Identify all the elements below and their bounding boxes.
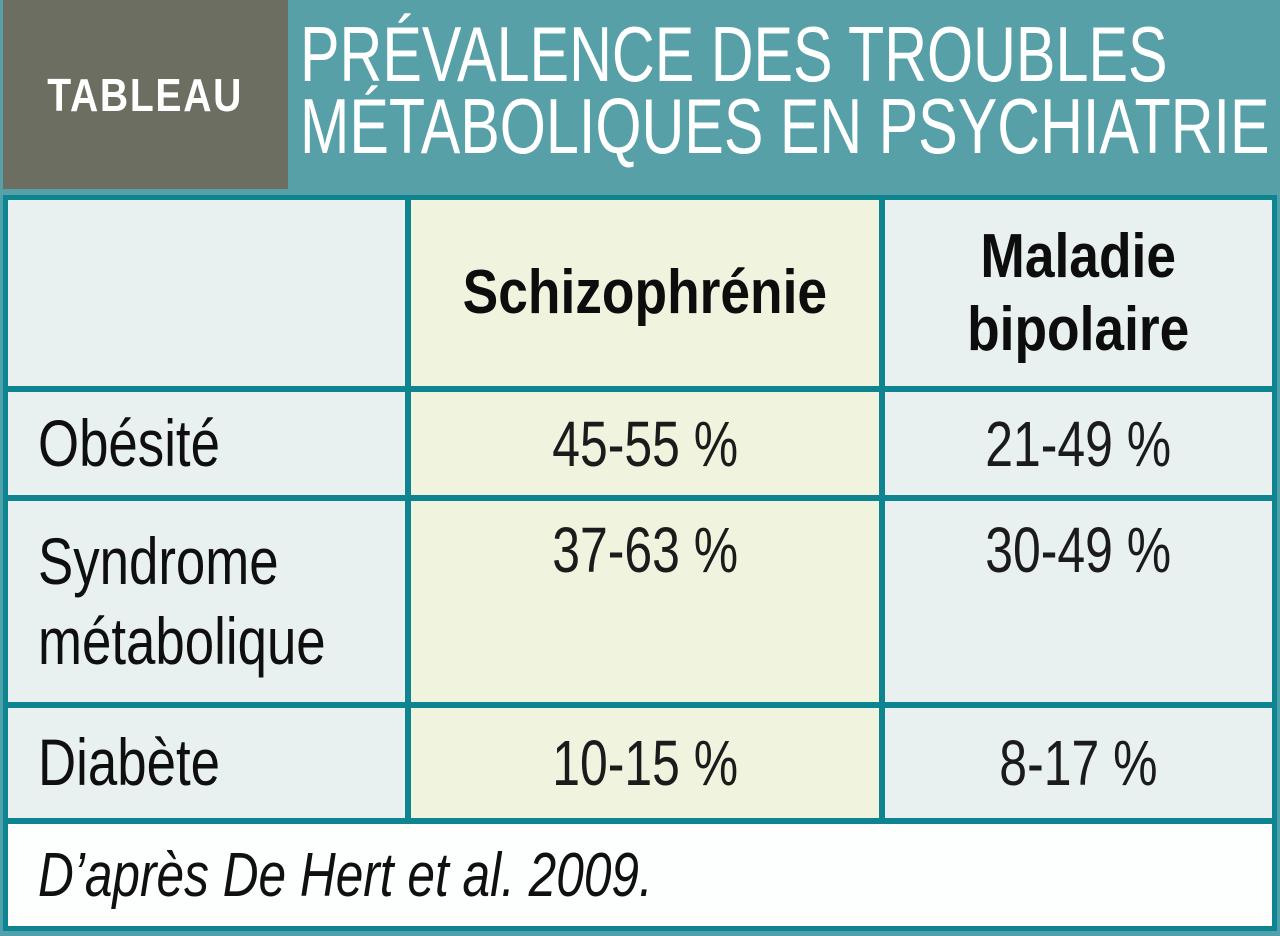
row-diabete-label-cell: Diabète <box>8 708 405 818</box>
row-diabete-bipolaire-value: 8-17 % <box>999 727 1158 799</box>
header-cell-empty <box>8 200 405 386</box>
header-maladie-line: Maladie <box>980 221 1177 291</box>
row-obesite-schizophrenie-cell: 45-55 % <box>411 392 879 495</box>
row-diabete-schizophrenie-cell: 10-15 % <box>411 708 879 818</box>
row-syndrome-label: Syndrome métabolique <box>38 524 326 678</box>
row-syndrome-label-cell: Syndrome métabolique <box>8 501 405 702</box>
data-table: Schizophrénie Maladie bipolaire Obésité … <box>3 195 1277 931</box>
tableau-label: TABLEAU <box>47 68 244 121</box>
banner: TABLEAU PRÉVALENCE DES TROUBLES MÉTABOLI… <box>0 0 1280 195</box>
header-cell-schizophrenie: Schizophrénie <box>411 200 879 386</box>
header-bipolaire-line: bipolaire <box>967 295 1190 364</box>
source-text: D’après De Hert et al. 2009. <box>38 840 653 910</box>
tableau-tag-box: TABLEAU <box>3 0 288 189</box>
header-cell-maladie-bipolaire: Maladie bipolaire <box>885 200 1272 386</box>
row-diabete-bipolaire-cell: 8-17 % <box>885 708 1272 818</box>
row-diabete-label: Diabète <box>38 725 220 800</box>
row-syndrome-bipolaire-value: 30-49 % <box>985 514 1172 586</box>
figure-title-line-2: MÉTABOLIQUES EN PSYCHIATRIE <box>300 82 1270 170</box>
header-schizophrenie-label: Schizophrénie <box>462 258 828 328</box>
row-syndrome-schizophrenie-cell: 37-63 % <box>411 501 879 702</box>
row-syndrome-schizophrenie-value: 37-63 % <box>552 514 738 586</box>
row-obesite-label: Obésité <box>38 405 220 480</box>
row-obesite-schizophrenie-value: 45-55 % <box>552 407 738 480</box>
source-footer: D’après De Hert et al. 2009. <box>8 824 1272 926</box>
header-maladie-bipolaire-label: Maladie bipolaire <box>967 220 1189 366</box>
row-diabete-schizophrenie-value: 10-15 % <box>552 727 738 799</box>
row-obesite-bipolaire-cell: 21-49 % <box>885 392 1272 495</box>
row-syndrome-bipolaire-cell: 30-49 % <box>885 501 1272 702</box>
figure-title: PRÉVALENCE DES TROUBLES MÉTABOLIQUES EN … <box>300 10 1280 170</box>
row-obesite-bipolaire-value: 21-49 % <box>985 407 1172 480</box>
row-obesite-label-cell: Obésité <box>8 392 405 495</box>
figure-title-line-1: PRÉVALENCE DES TROUBLES <box>300 10 1168 98</box>
